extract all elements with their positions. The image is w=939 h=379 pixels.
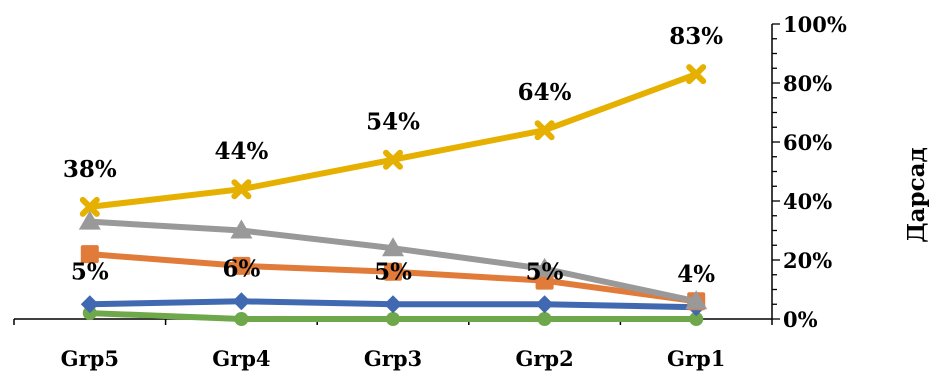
circle-marker — [386, 312, 400, 326]
y-tick-label: 40% — [783, 189, 832, 214]
data-labels: 38% 44% 54% 64% 83% 5% 6% 5% 5% 4% — [63, 23, 723, 288]
circle-marker — [234, 312, 249, 326]
data-label: 5% — [374, 258, 412, 285]
x-tick-label: Grp5 — [61, 346, 119, 371]
diamond-marker — [232, 292, 251, 311]
y-tick-label: 0% — [783, 307, 818, 332]
data-label: 5% — [71, 258, 109, 285]
cross-marker — [383, 149, 403, 170]
triangle-marker — [78, 210, 101, 230]
cross-marker — [231, 179, 252, 200]
data-label: 5% — [526, 258, 564, 285]
x-tick-label: Grp4 — [212, 346, 270, 371]
diamond-marker — [535, 295, 554, 314]
y-tick-label: 60% — [783, 130, 832, 155]
cross-marker — [79, 196, 100, 217]
data-label: 54% — [366, 109, 420, 136]
triangle-marker — [533, 257, 556, 277]
series — [80, 292, 706, 317]
y-tick-label: 20% — [783, 248, 832, 273]
series — [78, 210, 708, 310]
y-tick-label: 100% — [783, 12, 847, 37]
data-label: 44% — [214, 138, 268, 165]
square-marker — [80, 245, 99, 264]
y-axis-title: Дарсад — [903, 147, 930, 243]
x-tick-label: Grp3 — [364, 346, 422, 371]
triangle-marker — [685, 290, 708, 310]
x-tick-label: Grp2 — [515, 346, 573, 371]
data-label: 4% — [677, 261, 715, 288]
series-lines — [78, 64, 708, 326]
axes: Grp5 Grp4 Grp3 Grp2 Grp1 0% 20% 40% 60% 80% 100% — [13, 12, 847, 371]
circle-marker — [537, 312, 552, 326]
triangle-marker — [230, 219, 253, 239]
diamond-marker — [80, 295, 99, 314]
data-label: 64% — [518, 79, 572, 106]
circle-marker — [689, 312, 704, 326]
series-line — [86, 71, 700, 210]
y-tick-label: 80% — [783, 71, 832, 96]
cross-marker — [686, 64, 707, 85]
cross-marker — [534, 120, 555, 141]
square-marker — [384, 262, 402, 281]
data-label: 6% — [222, 255, 260, 282]
x-tick-label: Grp1 — [667, 346, 725, 371]
triangle-marker — [382, 237, 404, 257]
data-label: 83% — [669, 23, 723, 50]
diamond-marker — [384, 295, 402, 314]
data-label: 38% — [63, 156, 117, 183]
square-marker — [232, 256, 251, 275]
series — [79, 64, 707, 217]
